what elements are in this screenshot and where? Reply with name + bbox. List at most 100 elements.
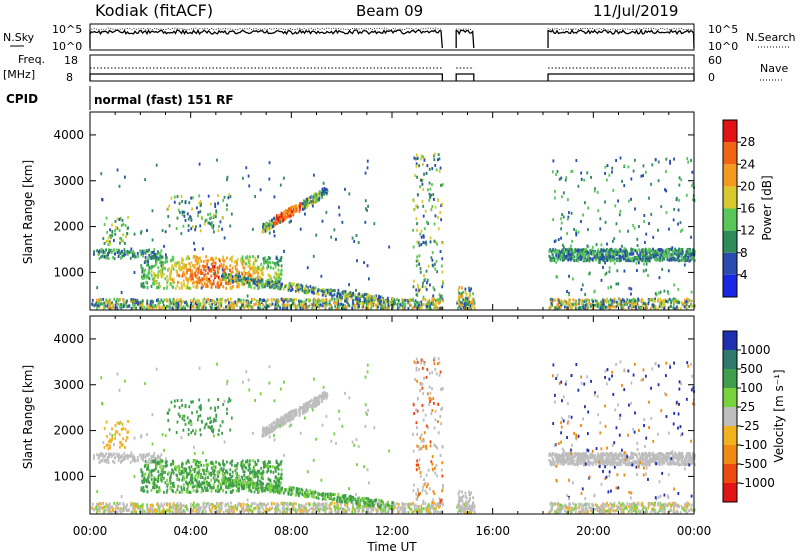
power-cell — [387, 302, 390, 306]
power-cell — [103, 301, 106, 305]
power-cell — [621, 254, 624, 258]
power-cell — [688, 259, 691, 263]
power-cell — [250, 266, 253, 270]
power-cell — [338, 213, 341, 217]
power-cell — [247, 285, 250, 289]
power-cell — [609, 304, 612, 308]
power-cell — [118, 217, 121, 221]
power-cell — [591, 298, 593, 302]
power-cell — [253, 268, 256, 272]
power-cell — [210, 274, 213, 278]
power-cell — [638, 248, 641, 252]
power-cell — [312, 301, 315, 305]
power-cell — [214, 202, 217, 206]
power-cell — [412, 297, 415, 301]
power-cell — [441, 202, 444, 206]
power-cell — [552, 218, 555, 222]
power-cell — [184, 306, 186, 310]
power-cell — [185, 267, 188, 271]
power-cell — [253, 265, 256, 269]
velocity-cell — [384, 506, 387, 510]
velocity-cell — [151, 508, 154, 512]
power-cell — [657, 228, 659, 232]
power-cell — [634, 307, 637, 311]
power-cell — [219, 259, 221, 263]
power-cell — [600, 243, 603, 247]
power-cell — [654, 158, 657, 162]
power-cell — [670, 299, 673, 303]
power-cell — [588, 271, 591, 275]
power-cell — [176, 300, 178, 304]
power-cell — [134, 300, 137, 304]
power-cell — [133, 271, 136, 275]
power-cell — [589, 304, 592, 308]
power-cell — [303, 290, 306, 294]
velocity-cell — [284, 502, 287, 506]
power-cell — [629, 252, 632, 256]
power-cell — [276, 301, 279, 305]
power-cell — [278, 274, 281, 278]
power-cell — [615, 251, 618, 255]
power-cell — [684, 250, 687, 254]
power-cell — [596, 299, 598, 303]
power-cell — [256, 270, 259, 274]
power-cell — [103, 241, 106, 245]
power-cell — [604, 171, 606, 175]
velocity-cell — [125, 506, 127, 510]
power-cell — [268, 282, 271, 286]
power-cell — [284, 217, 287, 221]
power-cell — [196, 285, 199, 289]
power-cell — [460, 295, 463, 299]
power-cell — [548, 307, 551, 311]
power-cell — [652, 251, 654, 255]
velocity-cell — [301, 510, 304, 514]
power-cell — [677, 249, 680, 253]
power-cell — [660, 305, 663, 309]
velocity-cell — [143, 509, 146, 513]
power-cell — [155, 307, 158, 311]
power-cell — [644, 250, 647, 254]
power-cell — [166, 299, 168, 303]
power-cell — [212, 272, 215, 276]
power-cell — [276, 214, 278, 218]
power-cell — [100, 302, 103, 306]
power-cell — [585, 252, 588, 256]
velocity-cell — [417, 505, 420, 509]
power-cell — [598, 307, 601, 311]
power-cell — [623, 302, 626, 306]
power-cell — [310, 302, 313, 306]
power-cell — [162, 261, 164, 265]
power-cell — [666, 258, 669, 262]
power-cell — [464, 303, 466, 307]
power-cell — [222, 199, 225, 203]
power-cell — [668, 252, 671, 256]
power-cell — [288, 303, 290, 307]
power-cell — [599, 306, 602, 310]
power-cell — [416, 156, 419, 160]
power-cell — [144, 274, 147, 278]
power-cell — [323, 304, 326, 308]
power-cell — [638, 225, 640, 229]
power-cell — [663, 302, 666, 306]
velocity-cell — [265, 505, 267, 509]
velocity-cell — [203, 501, 206, 505]
power-cell — [102, 249, 105, 253]
power-cell — [690, 252, 693, 256]
power-cell — [337, 306, 340, 310]
power-cell — [641, 258, 644, 262]
power-cell — [416, 228, 419, 232]
power-cell — [422, 297, 425, 301]
power-cell — [621, 179, 623, 183]
power-cell — [438, 157, 441, 161]
power-cell — [143, 269, 145, 273]
power-cell — [201, 271, 204, 275]
power-cell — [566, 289, 568, 293]
power-cell — [112, 304, 114, 308]
power-cell — [145, 249, 148, 253]
power-cell — [266, 258, 269, 262]
power-cell — [195, 256, 198, 260]
power-cell — [210, 269, 213, 273]
power-cell — [218, 264, 221, 268]
power-cell — [442, 299, 444, 303]
velocity-cell — [420, 504, 423, 508]
